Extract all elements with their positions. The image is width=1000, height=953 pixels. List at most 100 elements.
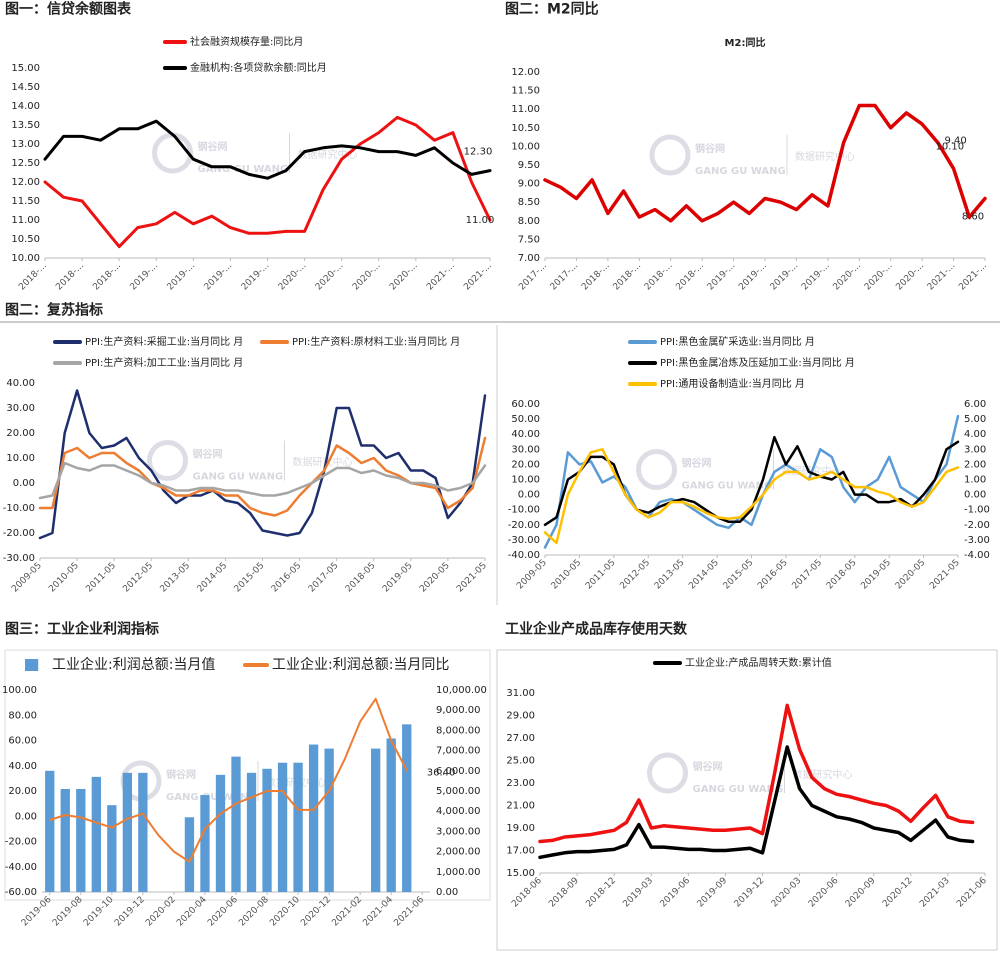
y2-tick-label: 2.00: [964, 459, 986, 470]
y-tick-label: 29.00: [506, 711, 535, 722]
bar: [308, 744, 319, 892]
value-label: 11.00: [466, 215, 495, 226]
y-tick-label: 9.00: [518, 179, 540, 190]
y2-tick-label: -1.00: [964, 505, 990, 516]
y2-tick-label: 7,000.00: [436, 746, 481, 757]
value-label: 10.10: [936, 142, 965, 153]
y-tick-label: 15.00: [11, 63, 40, 74]
panel-border: [496, 649, 998, 951]
y-tick-label: 60.00: [511, 399, 540, 410]
y-tick-label: 10.00: [511, 475, 540, 486]
y-tick-label: 10.00: [11, 253, 40, 264]
watermark-brand: 钢谷网: [682, 457, 712, 470]
series-line: [543, 414, 960, 549]
y-tick-label: 8.00: [518, 216, 540, 227]
y-tick-label: 13.50: [11, 120, 40, 131]
y2-tick-label: 1.00: [964, 475, 986, 486]
y2-tick-label: 0.00: [964, 490, 986, 501]
legend-label: 金融机构:各项贷款余额:同比月: [190, 61, 327, 74]
y-tick-label: 100.00: [2, 685, 37, 696]
section-heading: 工业企业产成品库存使用天数: [505, 621, 688, 638]
legend-label: PPI:通用设备制造业:当月同比 月: [660, 377, 805, 390]
y-tick-label: 10.00: [6, 453, 35, 464]
y-tick-label: 12.00: [511, 67, 540, 78]
y-tick-label: -10.00: [508, 505, 540, 516]
y-tick-label: 11.00: [511, 104, 540, 115]
y-tick-label: 12.00: [11, 177, 40, 188]
watermark-logo: [147, 440, 188, 481]
y2-tick-label: 6.00: [964, 399, 986, 410]
y2-tick-label: -3.00: [964, 535, 990, 546]
watermark-pinyin: GANG GU WANG: [695, 166, 786, 177]
y-tick-label: 80.00: [8, 710, 37, 721]
y-tick-label: -60.00: [5, 887, 37, 898]
bar: [122, 772, 133, 892]
y2-tick-label: -4.00: [964, 550, 990, 561]
y2-tick-label: 3.00: [964, 444, 986, 455]
value-label: 12.30: [464, 147, 493, 158]
y-tick-label: 20.00: [6, 428, 35, 439]
y-tick-label: -20.00: [5, 837, 37, 848]
y2-tick-label: -2.00: [964, 520, 990, 531]
bar: [215, 774, 226, 892]
watermark-caption: 数据研究中心: [793, 768, 853, 781]
y-tick-label: 10.50: [511, 123, 540, 134]
watermark-brand: 钢谷网: [198, 140, 228, 153]
value-label: 9.40: [944, 136, 966, 147]
section-heading: 图二：M2同比: [505, 1, 599, 18]
y-tick-label: 21.00: [506, 801, 535, 812]
y-tick-label: -30.00: [3, 553, 35, 564]
series-line: [538, 703, 975, 844]
bar: [107, 805, 117, 892]
y2-tick-label: 6,000.00: [436, 766, 481, 777]
legend-swatch: [25, 659, 39, 671]
y-tick-label: -10.00: [3, 503, 35, 514]
series-line: [543, 448, 960, 545]
bar: [324, 748, 334, 892]
watermark-pinyin: GANG GU WANG: [166, 792, 257, 803]
y-tick-label: 30.00: [6, 403, 35, 414]
chart-title: M2:同比: [725, 36, 766, 49]
watermark-caption: 数据研究中心: [293, 456, 353, 469]
y-tick-label: -40.00: [508, 550, 540, 561]
bar: [138, 772, 148, 892]
y2-tick-label: 2,000.00: [436, 847, 481, 858]
watermark-brand: 钢谷网: [695, 142, 725, 155]
y-tick-label: 31.00: [506, 688, 535, 699]
y2-tick-label: 4,000.00: [436, 806, 481, 817]
legend-label: 工业企业:利润总额:当月值: [52, 656, 215, 673]
watermark-pinyin: GANG GU WANG: [693, 784, 784, 795]
y-tick-label: 11.50: [511, 86, 540, 97]
series-line: [43, 115, 492, 249]
y-tick-label: -40.00: [5, 862, 37, 873]
legend-label: PPI:生产资料:采掘工业:当月同比 月: [85, 335, 243, 348]
bar: [371, 748, 381, 892]
y-tick-label: 15.00: [506, 868, 535, 879]
section-heading: 图三：工业企业利润指标: [5, 621, 159, 638]
watermark-brand: 钢谷网: [166, 768, 196, 781]
y-tick-label: 10.50: [11, 234, 40, 245]
y-tick-label: 40.00: [6, 378, 35, 389]
bar: [277, 762, 288, 892]
value-label: 36.40: [427, 767, 456, 778]
legend-label: 社会融资规模存量:同比月: [190, 35, 303, 48]
y-tick-label: 11.50: [11, 196, 40, 207]
y2-tick-label: 3,000.00: [436, 826, 481, 837]
y-tick-label: 27.00: [506, 733, 535, 744]
section-heading: 图一：信贷余额图表: [5, 1, 132, 18]
y2-tick-label: 0.00: [436, 887, 458, 898]
series-line: [43, 119, 492, 180]
watermark-logo: [647, 752, 688, 794]
y-tick-label: 10.00: [511, 141, 540, 152]
watermark-pinyin: GANG GU WANG: [193, 472, 284, 483]
series-line: [38, 461, 487, 500]
y-tick-label: 14.00: [11, 101, 40, 112]
y2-tick-label: 4.00: [964, 429, 986, 440]
y-tick-label: 20.00: [511, 459, 540, 470]
y-tick-label: 7.00: [518, 253, 540, 264]
legend-label: PPI:黑色金属矿采选业:当月同比 月: [660, 335, 815, 348]
series-line: [38, 389, 487, 540]
watermark-logo: [649, 134, 691, 176]
